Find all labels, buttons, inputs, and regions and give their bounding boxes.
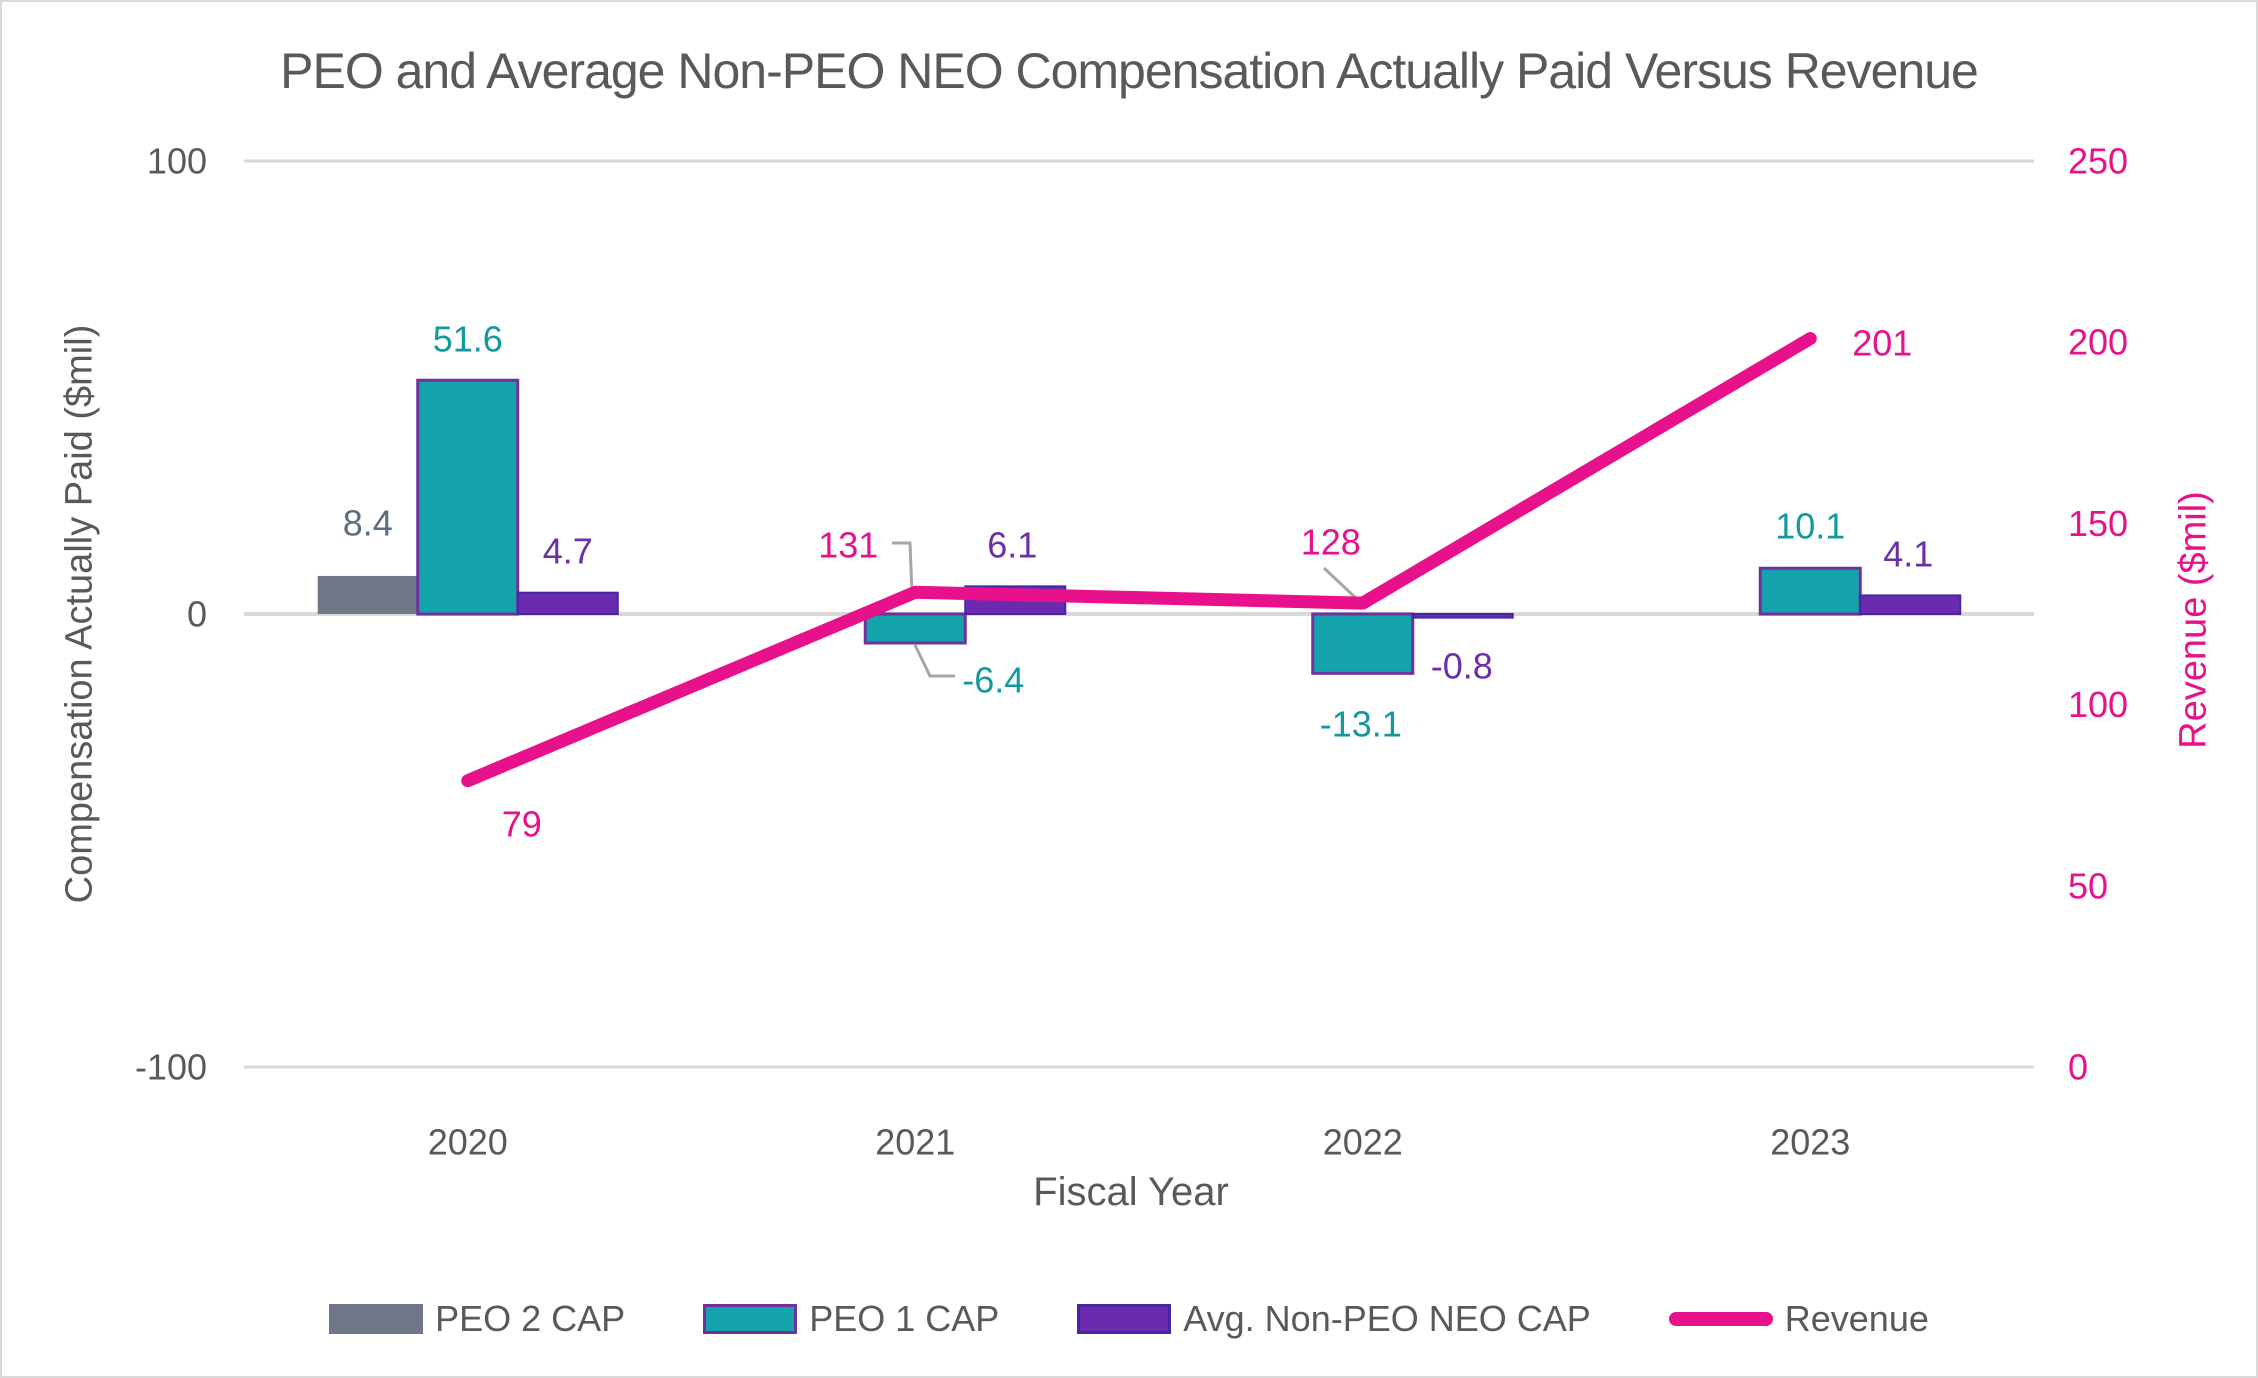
legend-label: PEO 2 CAP (435, 1298, 626, 1339)
bar-peo-1-cap-2020 (416, 378, 520, 616)
data-label-peo-1-cap-2023: 10.1 (1775, 506, 1845, 547)
left-axis-tick-0: 0 (187, 594, 207, 635)
legend-item-avg-non-peo-neo-cap: Avg. Non-PEO NEO CAP (1077, 1298, 1591, 1340)
data-label-revenue-2021: 131 (818, 525, 878, 566)
bar-avg-non-peo-neo-cap-2022 (1411, 613, 1514, 619)
bar-peo-1-cap-2022 (1311, 612, 1415, 675)
data-label-peo-1-cap-2022: -13.1 (1320, 704, 1402, 745)
label-leader-line (1322, 566, 1362, 604)
x-axis-label-2023: 2023 (1770, 1122, 1850, 1163)
bar-peo-2-cap-2020 (317, 575, 418, 614)
legend-item-revenue: Revenue (1668, 1298, 1929, 1340)
data-label-revenue-2020: 79 (502, 804, 542, 845)
legend-label: PEO 1 CAP (809, 1298, 1000, 1339)
legend-swatch-peo-1-cap (703, 1304, 798, 1334)
data-label-avg-non-peo-neo-cap-2021: 6.1 (987, 525, 1037, 566)
data-label-peo-1-cap-2020: 51.6 (433, 319, 503, 360)
right-axis-tick-50: 50 (2068, 865, 2108, 906)
legend-item-peo-1-cap: PEO 1 CAP (703, 1298, 999, 1340)
legend-label: Revenue (1784, 1298, 1929, 1339)
legend-item-peo-2-cap: PEO 2 CAP (329, 1298, 625, 1340)
data-label-avg-non-peo-neo-cap-2023: 4.1 (1883, 534, 1933, 575)
x-axis-title: Fiscal Year (1033, 1170, 1229, 1214)
left-axis-tick--100: -100 (135, 1047, 207, 1088)
label-leader-line (913, 644, 955, 678)
x-axis-label-2020: 2020 (428, 1122, 508, 1163)
bar-avg-non-peo-neo-cap-2023 (1859, 594, 1962, 616)
right-axis-tick-200: 200 (2068, 322, 2128, 363)
legend-swatch-avg-non-peo-neo-cap (1077, 1304, 1172, 1334)
right-axis-tick-250: 250 (2068, 141, 2128, 182)
revenue-line (461, 332, 1817, 788)
bar-peo-1-cap-2023 (1758, 566, 1862, 616)
x-axis-label-2021: 2021 (875, 1122, 955, 1163)
legend: PEO 2 CAP PEO 1 CAP Avg. Non-PEO NEO CAP Re… (2, 1298, 2256, 1340)
data-label-peo-1-cap-2021: -6.4 (962, 660, 1024, 701)
right-axis-tick-100: 100 (2068, 684, 2128, 725)
x-axis-label-2022: 2022 (1323, 1122, 1403, 1163)
data-label-revenue-2023: 201 (1852, 323, 1912, 364)
right-axis-tick-0: 0 (2068, 1047, 2088, 1088)
data-label-avg-non-peo-neo-cap-2020: 4.7 (543, 531, 593, 572)
data-label-avg-non-peo-neo-cap-2022: -0.8 (1431, 646, 1493, 687)
data-label-revenue-2022: 128 (1301, 522, 1361, 563)
legend-swatch-peo-2-cap (329, 1304, 424, 1334)
legend-line-swatch-revenue (1668, 1312, 1773, 1326)
bar-avg-non-peo-neo-cap-2020 (516, 591, 619, 615)
right-axis-tick-150: 150 (2068, 503, 2128, 544)
label-leader-line (892, 541, 914, 595)
bar-peo-1-cap-2021 (863, 612, 967, 645)
chart-title: PEO and Average Non-PEO NEO Compensation… (280, 43, 1979, 99)
legend-label: Avg. Non-PEO NEO CAP (1183, 1298, 1591, 1339)
data-label-peo-2-cap-2020: 8.4 (343, 503, 393, 544)
left-axis-tick-100: 100 (147, 141, 207, 182)
